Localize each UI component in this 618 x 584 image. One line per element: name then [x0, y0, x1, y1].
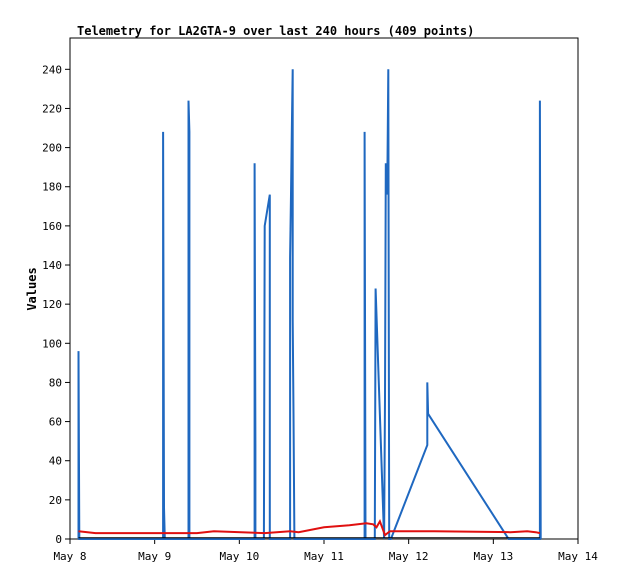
y-tick-label: 120 — [42, 298, 62, 311]
x-tick-label: May 11 — [304, 550, 344, 563]
x-tick-label: May 10 — [219, 550, 259, 563]
x-axis: May 8 May 9 May 10 May 11 May 12 May 13 May 14 — [53, 539, 598, 563]
y-axis: 0 20 40 60 80 100 120 140 160 180 200 220 240 — [42, 63, 70, 546]
y-tick-label: 180 — [42, 181, 62, 194]
x-tick-label: May 8 — [53, 550, 86, 563]
series-layer — [77, 69, 542, 540]
y-tick-label: 220 — [42, 102, 62, 115]
y-tick-label: 160 — [42, 220, 62, 233]
y-tick-label: 100 — [42, 337, 62, 350]
x-tick-label: May 13 — [473, 550, 513, 563]
series-line-1 — [78, 519, 541, 537]
y-tick-label: 200 — [42, 142, 62, 155]
x-tick-label: May 14 — [558, 550, 598, 563]
x-tick-label: May 9 — [138, 550, 171, 563]
y-tick-label: 40 — [49, 455, 62, 468]
y-axis-label: Values — [25, 267, 39, 310]
x-tick-label: May 12 — [389, 550, 429, 563]
y-tick-label: 80 — [49, 376, 62, 389]
plot-area-frame — [69, 37, 579, 540]
y-tick-label: 0 — [55, 533, 62, 546]
series-line-0 — [77, 69, 542, 540]
y-tick-label: 140 — [42, 259, 62, 272]
chart-title: Telemetry for LA2GTA-9 over last 240 hou… — [77, 24, 474, 38]
y-tick-label: 240 — [42, 63, 62, 76]
y-tick-label: 20 — [49, 494, 62, 507]
y-tick-label: 60 — [49, 416, 62, 429]
